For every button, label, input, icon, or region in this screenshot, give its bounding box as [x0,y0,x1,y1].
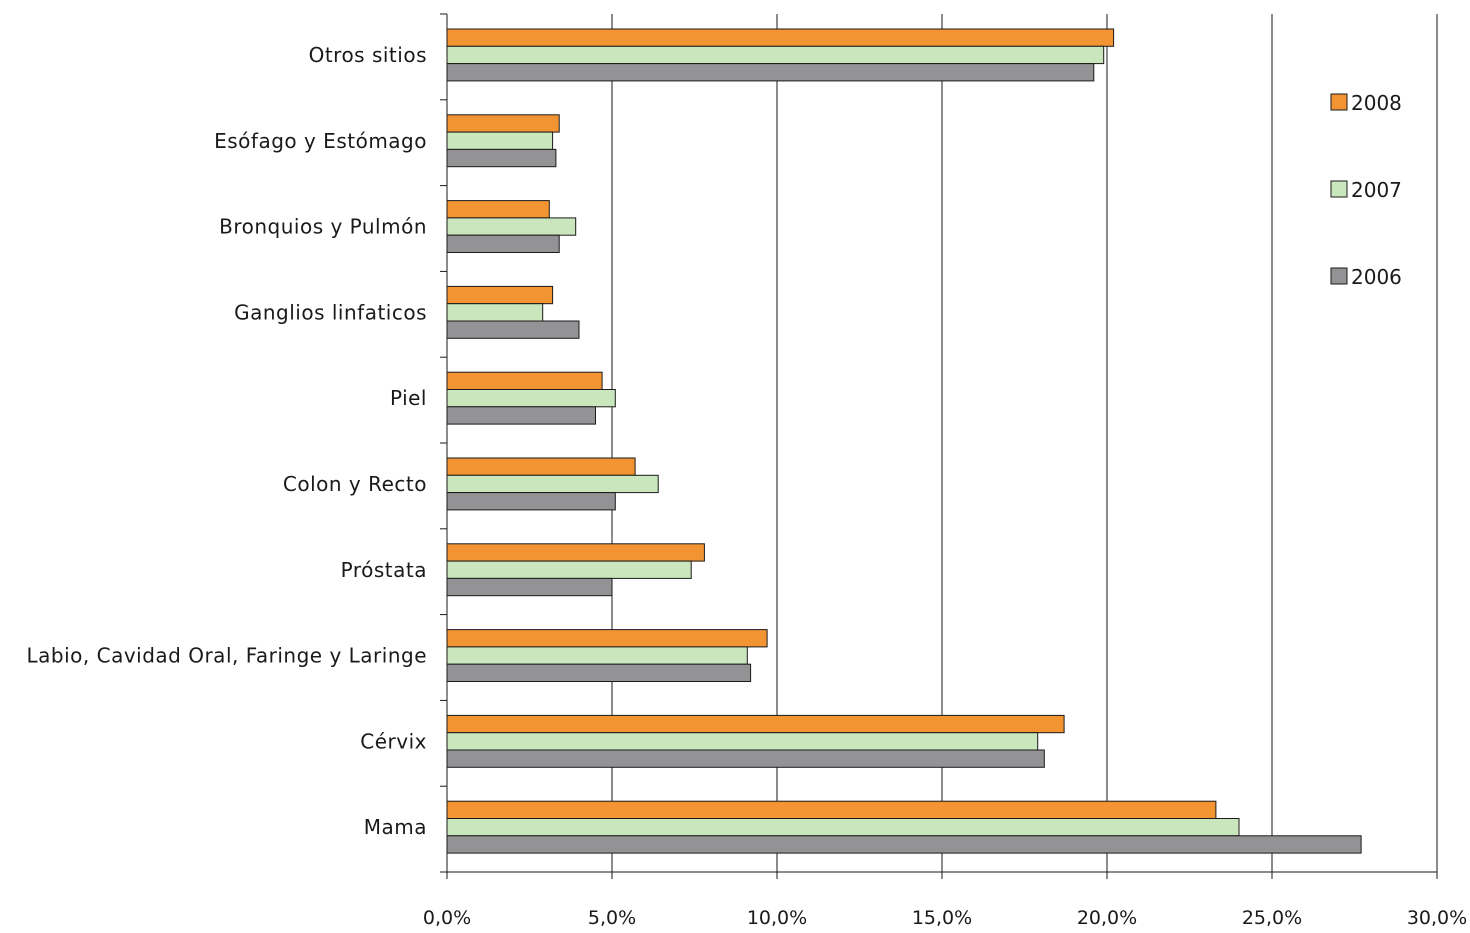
x-tick-label: 10,0% [747,907,807,929]
bar-colon-y-recto-2008 [446,457,636,476]
bar-mama-2008 [446,800,1217,820]
bar-labio-cavidad-oral-faringe-y-laringe-2008 [446,629,768,648]
category-label-ganglios-linfaticos: Ganglios linfaticos [234,300,427,324]
bar-prostata-2006 [446,577,613,597]
bar-esofago-y-estomago-2007 [446,131,554,150]
x-tick-label: 25,0% [1242,907,1302,929]
category-labels: Otros sitios Esófago y Estómago Bronquios … [27,43,428,839]
x-tick-label: 30,0% [1407,907,1467,929]
legend-swatch-2006 [1330,267,1348,285]
bar-bronquios-y-pulmon-2008 [446,200,550,219]
x-tick-label: 20,0% [1077,907,1137,929]
legend-swatch-2007 [1330,180,1348,198]
bar-colon-y-recto-2007 [446,474,659,494]
x-tick-labels: 0,0% 5,0% 10,0% 15,0% 20,0% 25,0% 30,0% [423,907,1467,929]
bar-piel-2006 [446,406,596,425]
x-tick-label: 0,0% [423,907,471,929]
category-label-labio-cavidad-oral-faringe-y-laringe: Labio, Cavidad Oral, Faringe y Laringe [27,644,428,668]
legend-label-2008: 2008 [1351,91,1402,115]
category-label-piel: Piel [390,386,427,410]
category-label-prostata: Próstata [341,558,427,582]
bar-mama-2006 [446,835,1362,854]
bar-prostata-2008 [446,543,705,562]
bar-ganglios-linfaticos-2006 [446,320,580,339]
bar-mama-2007 [446,818,1240,837]
legend-label-2007: 2007 [1351,178,1402,202]
bar-bronquios-y-pulmon-2006 [446,234,560,253]
bar-piel-2007 [446,389,616,408]
bar-otros-sitios-2007 [446,45,1105,65]
bar-esofago-y-estomago-2008 [446,114,560,133]
bar-cervix-2008 [446,714,1065,734]
bar-esofago-y-estomago-2006 [446,148,557,168]
bar-cervix-2006 [446,749,1045,768]
category-label-mama: Mama [364,815,427,839]
category-label-esofago-y-estomago: Esófago y Estómago [214,129,427,153]
bar-ganglios-linfaticos-2007 [446,303,544,322]
bar-prostata-2007 [446,560,692,579]
bar-bronquios-y-pulmon-2007 [446,217,577,236]
bar-otros-sitios-2008 [446,28,1115,47]
bars [446,28,1362,854]
bar-otros-sitios-2006 [446,63,1095,82]
category-label-bronquios-y-pulmon: Bronquios y Pulmón [219,215,427,239]
bar-cervix-2007 [446,732,1039,751]
legend-swatch-2008 [1330,93,1348,111]
bar-labio-cavidad-oral-faringe-y-laringe-2006 [446,663,752,683]
axes [440,13,1438,879]
category-label-colon-y-recto: Colon y Recto [283,472,427,496]
bar-ganglios-linfaticos-2008 [446,285,554,305]
category-label-cervix: Cérvix [360,729,427,753]
category-label-otros-sitios: Otros sitios [309,43,427,67]
legend: 2008 2007 2006 [1330,91,1402,289]
x-tick-label: 5,0% [588,907,636,929]
bar-labio-cavidad-oral-faringe-y-laringe-2007 [446,646,748,665]
x-tick-label: 15,0% [912,907,972,929]
bar-piel-2008 [446,371,603,391]
legend-label-2006: 2006 [1351,265,1402,289]
bar-colon-y-recto-2006 [446,492,616,511]
